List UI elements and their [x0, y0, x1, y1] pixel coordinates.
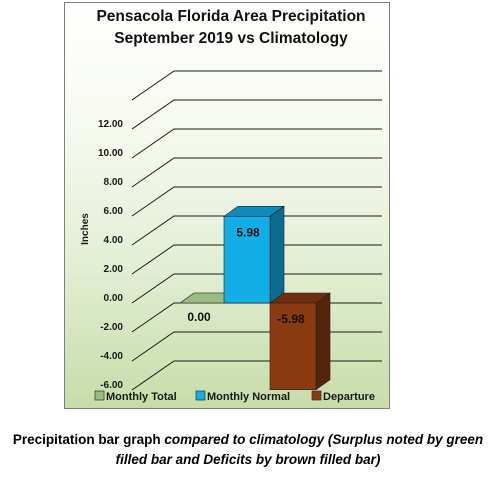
legend-label: Departure: [323, 391, 375, 403]
y-tick-label: 2.00: [104, 264, 124, 275]
legend-label: Monthly Total: [106, 391, 177, 403]
data-label: 5.98: [236, 225, 260, 239]
figure-caption: Precipitation bar graph compared to clim…: [0, 430, 496, 470]
y-tick-label: 4.00: [104, 235, 124, 246]
gridline: [131, 302, 382, 333]
gridline: [131, 70, 382, 101]
data-labels: 0.00 5.98 -5.98: [187, 225, 305, 326]
legend: Monthly Total Monthly Normal Departure: [94, 390, 375, 403]
y-tick-label: -2.00: [100, 322, 123, 333]
legend-item: Monthly Normal: [195, 390, 290, 403]
y-tick-label: 6.00: [104, 206, 124, 217]
gridline: [131, 360, 382, 391]
legend-label: Monthly Normal: [207, 391, 290, 403]
legend-swatch: [311, 390, 322, 401]
data-label: -5.98: [277, 312, 305, 326]
bars: [178, 205, 331, 391]
y-tick-label: 10.00: [98, 148, 123, 159]
legend-item: Departure: [311, 390, 375, 403]
bar-front-face: [269, 302, 317, 391]
y-tick-label: 0.00: [104, 293, 124, 304]
bar-side-face: [269, 205, 285, 304]
data-label: 0.00: [187, 310, 211, 324]
y-axis-title: Inches: [80, 213, 91, 245]
chart-svg: Pensacola Florida Area Precipitation Sep…: [80, 8, 382, 403]
bar-departure: [269, 292, 331, 391]
gridline: [131, 244, 382, 275]
y-axis-ticks: 12.00 10.00 8.00 6.00 4.00 2.00 0.00 -2.00 -4.00…: [98, 119, 123, 391]
bar-monthly-normal: [223, 205, 285, 304]
legend-swatch: [195, 390, 206, 401]
bar-front-face: [223, 215, 271, 304]
caption-lead: Precipitation bar graph: [12, 432, 165, 447]
gridline: [131, 186, 382, 217]
caption-emphasis: compared to climatology (Surplus noted b…: [115, 432, 484, 467]
chart-title-line-1: Pensacola Florida Area Precipitation: [96, 8, 365, 25]
chart-frame: [64, 2, 390, 409]
chart-title-line-2: September 2019 vs Climatology: [114, 30, 348, 47]
y-tick-label: 12.00: [98, 119, 123, 130]
y-tick-label: -6.00: [100, 380, 123, 391]
gridline: [131, 157, 382, 188]
legend-item: Monthly Total: [94, 390, 177, 403]
gridline: [131, 128, 382, 159]
legend-swatch: [94, 390, 105, 401]
gridline: [131, 331, 382, 362]
gridline: [131, 99, 382, 130]
y-tick-label: -4.00: [100, 351, 123, 362]
gridline: [131, 215, 382, 246]
gridline: [131, 273, 382, 304]
y-tick-label: 8.00: [104, 177, 124, 188]
bar-side-face: [315, 292, 331, 391]
